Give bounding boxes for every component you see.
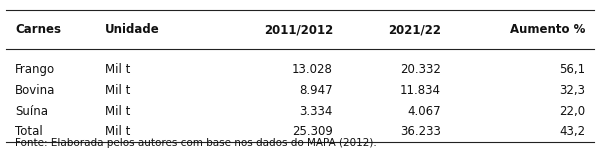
Text: Suína: Suína	[15, 104, 48, 118]
Text: Mil t: Mil t	[105, 125, 130, 138]
Text: Fonte: Elaborada pelos autores com base nos dados do MAPA (2012).: Fonte: Elaborada pelos autores com base …	[15, 138, 377, 148]
Text: 56,1: 56,1	[559, 63, 585, 76]
Text: 4.067: 4.067	[407, 104, 441, 118]
Text: 11.834: 11.834	[400, 84, 441, 97]
Text: 8.947: 8.947	[299, 84, 333, 97]
Text: Bovina: Bovina	[15, 84, 55, 97]
Text: Mil t: Mil t	[105, 84, 130, 97]
Text: 2021/22: 2021/22	[388, 23, 441, 36]
Text: Mil t: Mil t	[105, 104, 130, 118]
Text: Frango: Frango	[15, 63, 55, 76]
Text: 36.233: 36.233	[400, 125, 441, 138]
Text: 32,3: 32,3	[559, 84, 585, 97]
Text: 43,2: 43,2	[559, 125, 585, 138]
Text: 13.028: 13.028	[292, 63, 333, 76]
Text: Aumento %: Aumento %	[509, 23, 585, 36]
Text: Carnes: Carnes	[15, 23, 61, 36]
Text: Unidade: Unidade	[105, 23, 160, 36]
Text: Mil t: Mil t	[105, 63, 130, 76]
Text: Total: Total	[15, 125, 43, 138]
Text: 3.334: 3.334	[299, 104, 333, 118]
Text: 2011/2012: 2011/2012	[264, 23, 333, 36]
Text: 25.309: 25.309	[292, 125, 333, 138]
Text: 20.332: 20.332	[400, 63, 441, 76]
Text: 22,0: 22,0	[559, 104, 585, 118]
